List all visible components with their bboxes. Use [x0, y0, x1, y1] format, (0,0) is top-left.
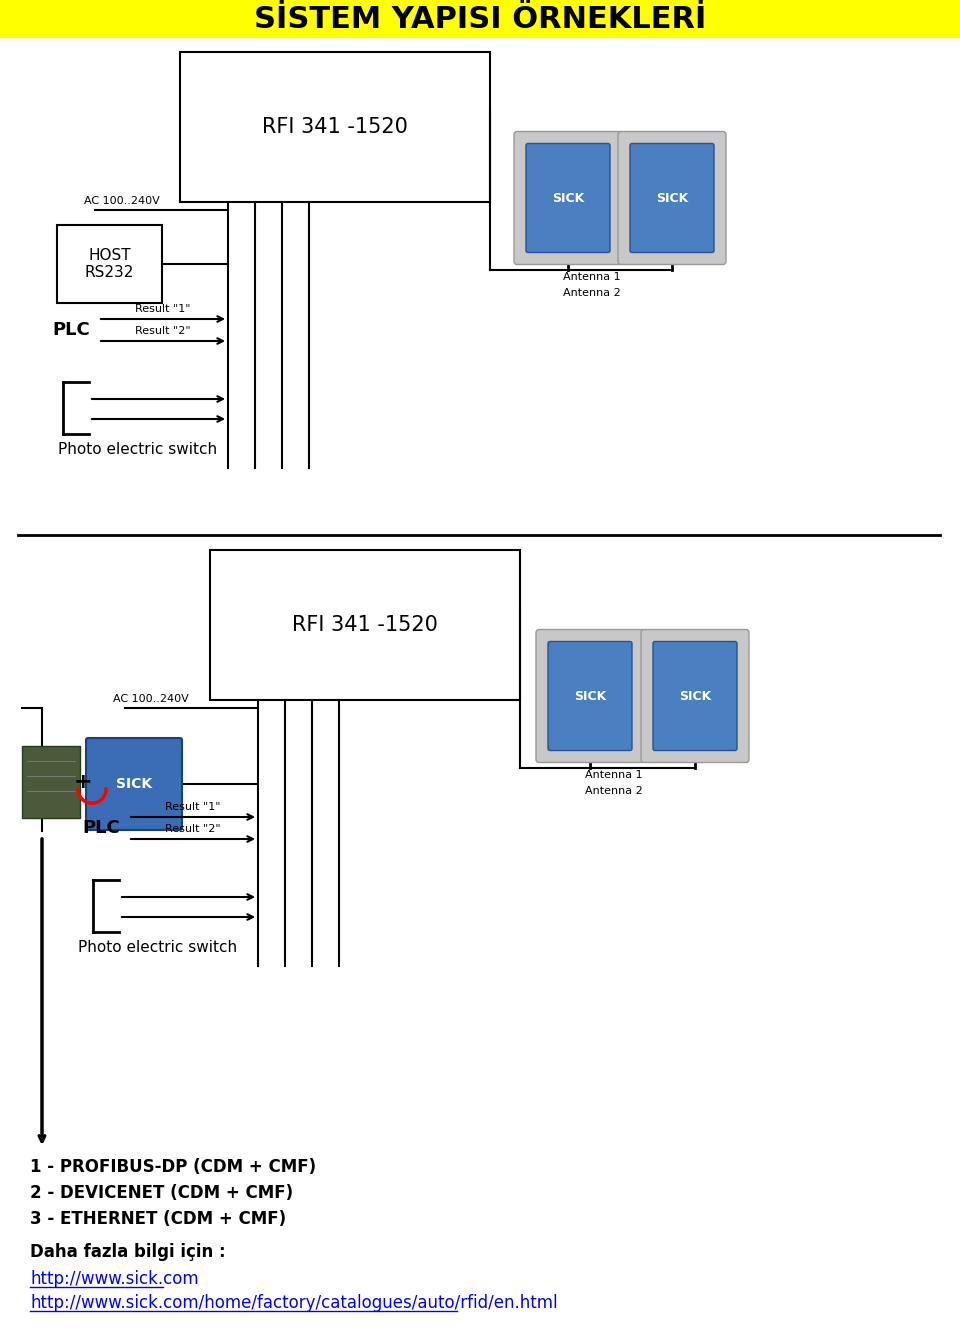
Text: Antenna 1: Antenna 1	[563, 272, 620, 282]
Text: http://www.sick.com: http://www.sick.com	[30, 1270, 199, 1287]
Text: Result "2": Result "2"	[135, 326, 191, 337]
Text: 2 - DEVICENET (CDM + CMF): 2 - DEVICENET (CDM + CMF)	[30, 1184, 293, 1202]
Text: PLC: PLC	[82, 819, 120, 837]
Text: SICK: SICK	[574, 689, 606, 703]
Text: Result "2": Result "2"	[165, 823, 221, 834]
Text: SİSTEM YAPISI ÖRNEKLERİ: SİSTEM YAPISI ÖRNEKLERİ	[253, 4, 707, 34]
Text: 1 - PROFIBUS-DP (CDM + CMF): 1 - PROFIBUS-DP (CDM + CMF)	[30, 1159, 316, 1176]
Text: Antenna 2: Antenna 2	[563, 288, 621, 298]
FancyBboxPatch shape	[618, 131, 726, 264]
Text: AC 100..240V: AC 100..240V	[113, 695, 189, 704]
FancyBboxPatch shape	[22, 746, 80, 818]
FancyBboxPatch shape	[536, 629, 644, 763]
Text: AC 100..240V: AC 100..240V	[84, 196, 159, 207]
FancyBboxPatch shape	[0, 0, 960, 38]
FancyBboxPatch shape	[641, 629, 749, 763]
Text: HOST
RS232: HOST RS232	[84, 248, 134, 280]
Text: SICK: SICK	[116, 776, 152, 791]
Text: RFI 341 -1520: RFI 341 -1520	[262, 117, 408, 137]
Text: Result "1": Result "1"	[165, 802, 221, 813]
Text: Daha fazla bilgi için :: Daha fazla bilgi için :	[30, 1243, 226, 1261]
Text: SICK: SICK	[656, 192, 688, 204]
FancyBboxPatch shape	[548, 641, 632, 751]
Text: Antenna 2: Antenna 2	[585, 786, 643, 797]
FancyBboxPatch shape	[180, 52, 490, 202]
Text: +: +	[74, 772, 92, 793]
Text: http://www.sick.com/home/factory/catalogues/auto/rfid/en.html: http://www.sick.com/home/factory/catalog…	[30, 1294, 558, 1311]
FancyBboxPatch shape	[86, 738, 182, 830]
FancyBboxPatch shape	[526, 143, 610, 252]
Text: Photo electric switch: Photo electric switch	[78, 940, 237, 955]
Text: RFI 341 -1520: RFI 341 -1520	[292, 616, 438, 636]
FancyBboxPatch shape	[653, 641, 737, 751]
Text: PLC: PLC	[52, 320, 89, 339]
FancyBboxPatch shape	[630, 143, 714, 252]
FancyBboxPatch shape	[57, 225, 162, 303]
Text: Photo electric switch: Photo electric switch	[58, 443, 217, 457]
Text: Result "1": Result "1"	[135, 304, 191, 314]
Text: SICK: SICK	[552, 192, 584, 204]
Text: 3 - ETHERNET (CDM + CMF): 3 - ETHERNET (CDM + CMF)	[30, 1210, 286, 1228]
FancyBboxPatch shape	[514, 131, 622, 264]
FancyBboxPatch shape	[210, 550, 520, 700]
Text: Antenna 1: Antenna 1	[585, 770, 642, 780]
Text: SICK: SICK	[679, 689, 711, 703]
